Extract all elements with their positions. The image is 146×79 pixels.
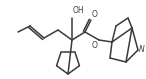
Text: O: O [92,10,98,19]
Text: N: N [139,46,145,55]
Text: O: O [92,41,98,50]
Text: OH: OH [73,6,85,15]
